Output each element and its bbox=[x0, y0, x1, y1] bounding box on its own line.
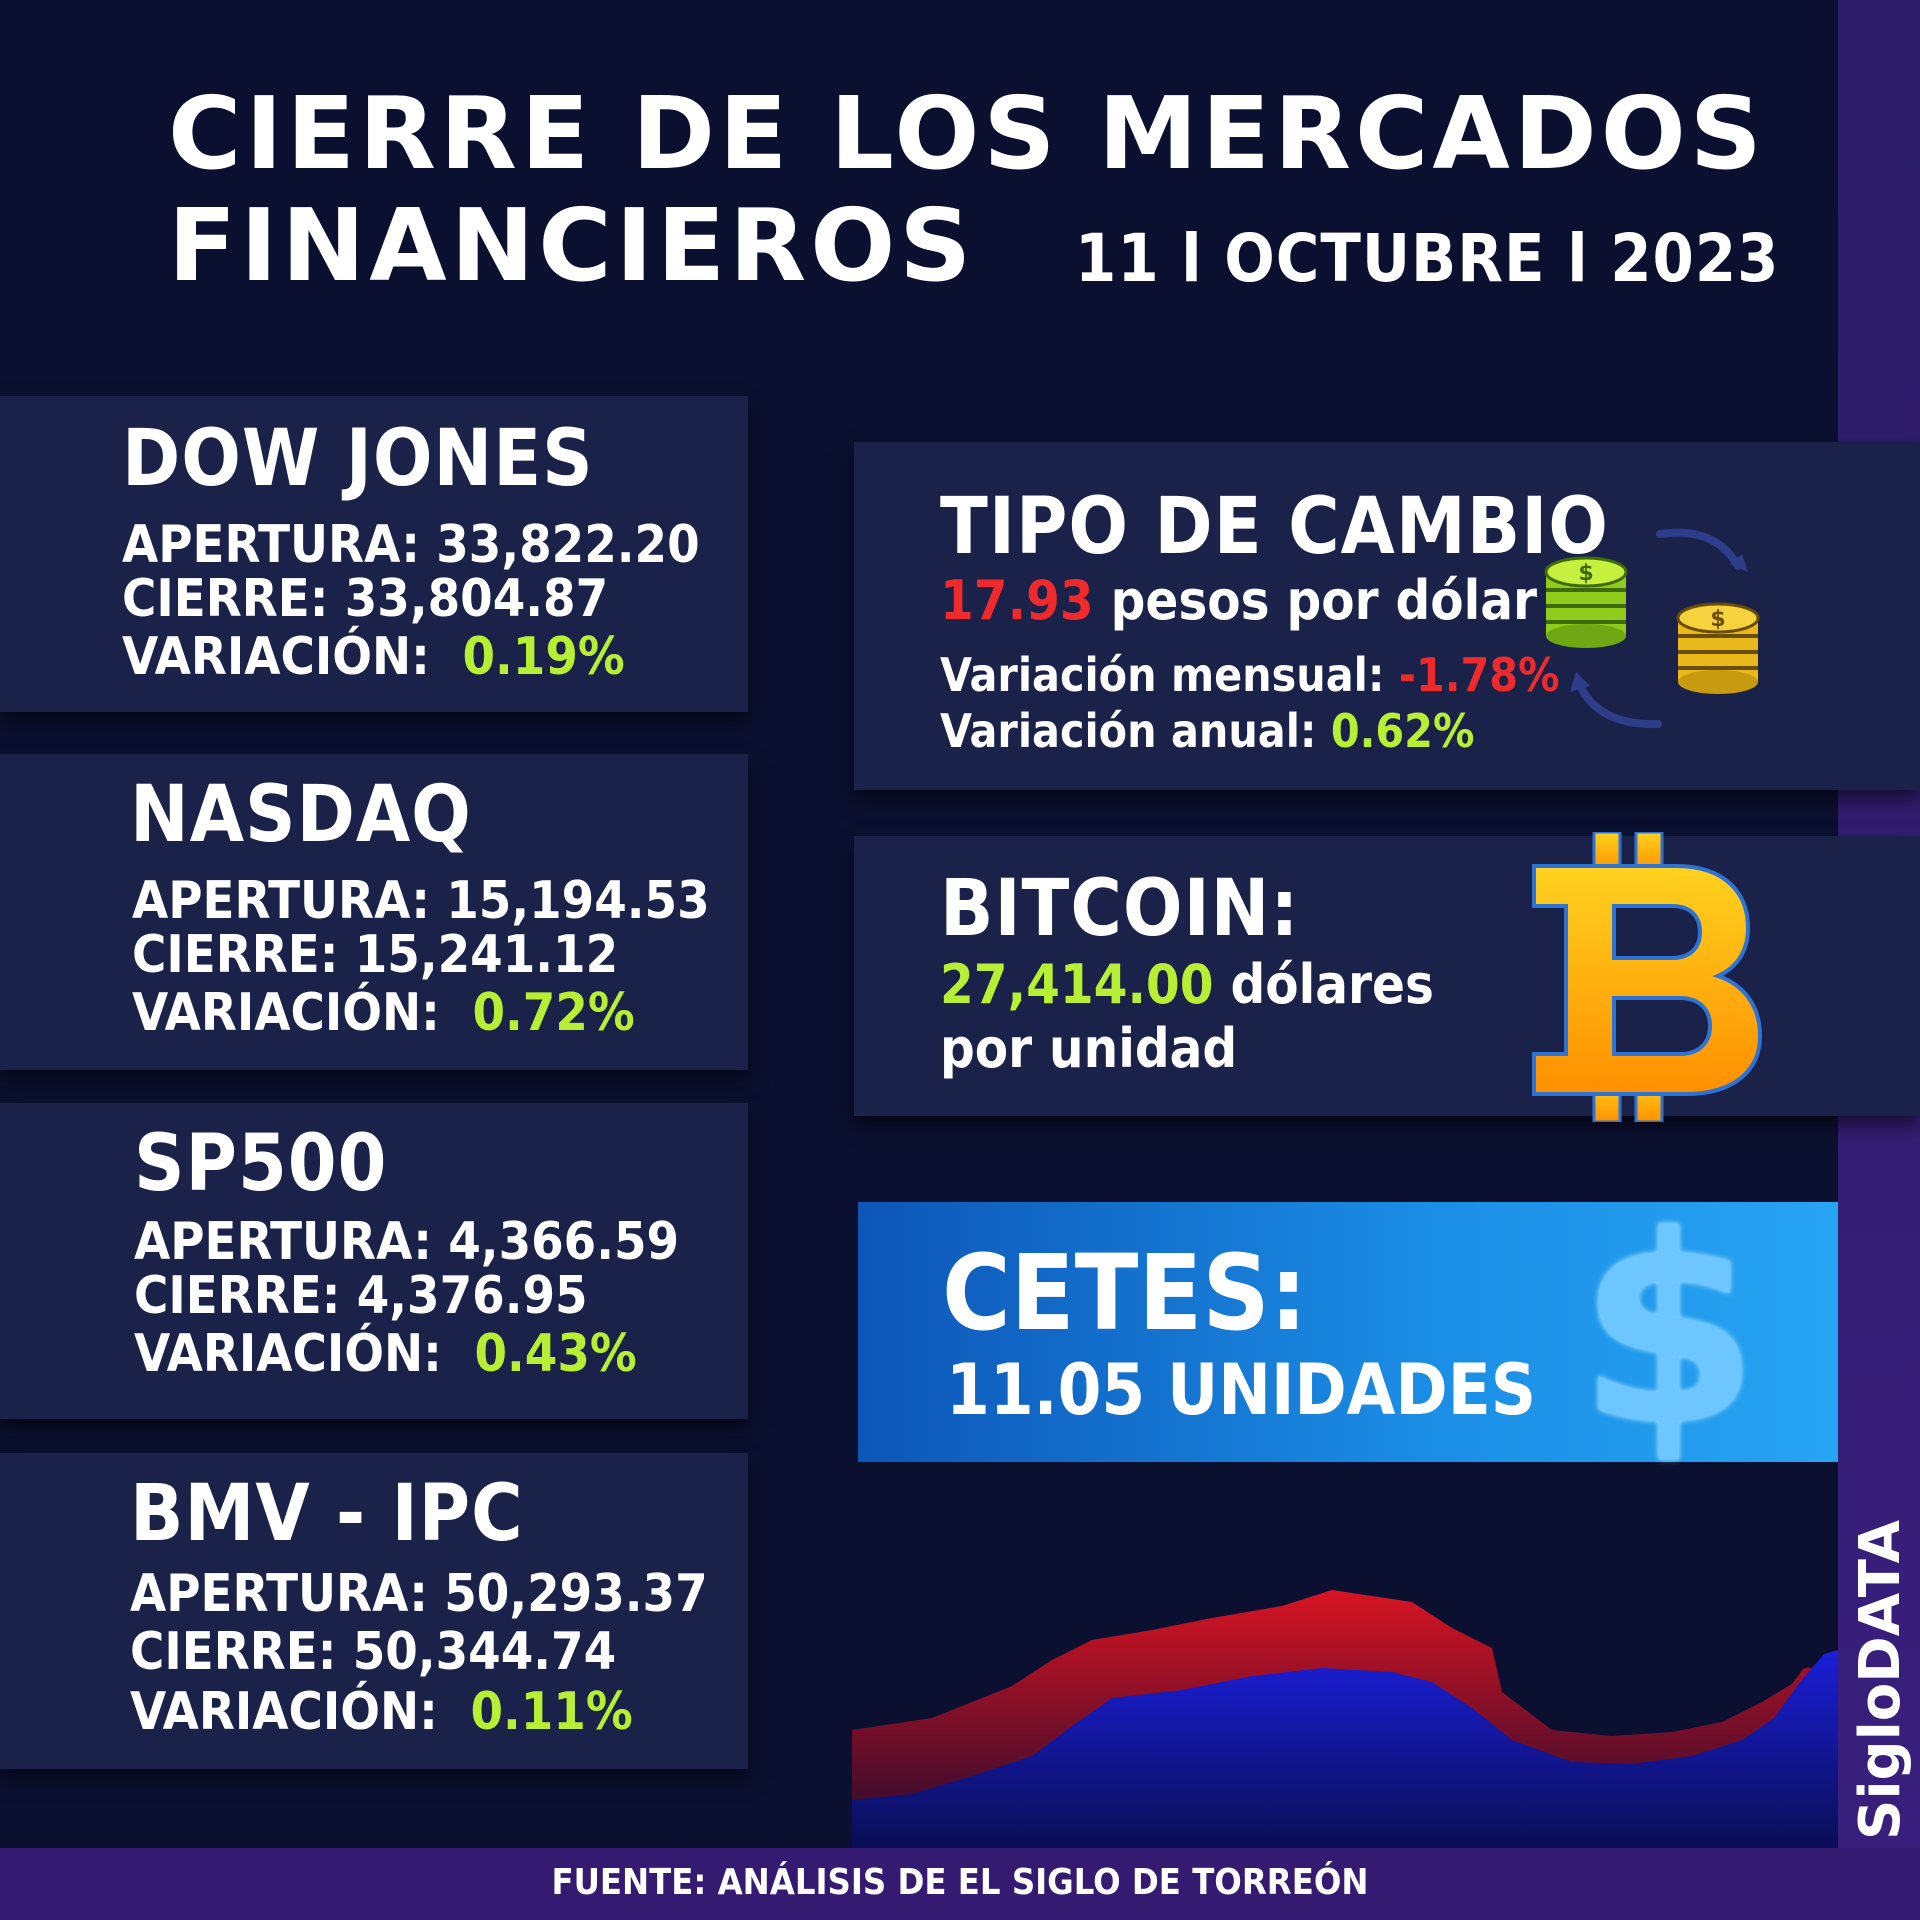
variacion-label: VARIACIÓN: bbox=[130, 1682, 438, 1742]
variacion-line: VARIACIÓN: 0.72% bbox=[132, 984, 635, 1042]
variacion-value: 0.72% bbox=[472, 983, 635, 1043]
apertura-value: 15,194.53 bbox=[446, 871, 710, 931]
svg-text:$: $ bbox=[1710, 607, 1725, 632]
cierre-label: CIERRE: bbox=[122, 569, 329, 629]
date-label: 11 l OCTUBRE l 2023 bbox=[1075, 220, 1780, 297]
bitcoin-unit: dólares bbox=[1230, 953, 1434, 1016]
apertura-label: APERTURA: bbox=[130, 1564, 428, 1624]
cierre-line: CIERRE: 15,241.12 bbox=[132, 926, 618, 984]
title-line-1: CIERRE DE LOS MERCADOS bbox=[168, 75, 1766, 192]
bottom-accent-bar bbox=[0, 1848, 1920, 1920]
brand-logo-vertical: SigloDATA bbox=[1848, 1520, 1913, 1840]
monthly-change-line: Variación mensual: -1.78% bbox=[940, 646, 1560, 704]
apertura-value: 50,293.37 bbox=[444, 1564, 708, 1624]
cierre-label: CIERRE: bbox=[130, 1622, 337, 1682]
annual-change-label: Variación anual: bbox=[940, 704, 1317, 758]
index-name: NASDAQ bbox=[130, 770, 472, 860]
bitcoin-icon bbox=[1532, 832, 1763, 1122]
source-footer: FUENTE: ANÁLISIS DE EL SIGLO DE TORREÓN bbox=[551, 1862, 1369, 1903]
variacion-line: VARIACIÓN: 0.43% bbox=[134, 1325, 637, 1383]
variacion-value: 0.11% bbox=[470, 1682, 633, 1742]
variacion-value: 0.19% bbox=[462, 627, 625, 687]
apertura-line: APERTURA: 50,293.37 bbox=[130, 1565, 708, 1623]
apertura-label: APERTURA: bbox=[132, 871, 430, 931]
currency-exchange-coins-icon: $ $ bbox=[1544, 528, 1760, 729]
svg-text:$: $ bbox=[1578, 561, 1593, 586]
monthly-change-value: -1.78% bbox=[1398, 648, 1560, 702]
bitcoin-price-line: 27,414.00 dólares bbox=[940, 956, 1434, 1014]
cierre-value: 15,241.12 bbox=[354, 925, 619, 985]
cierre-value: 33,804.87 bbox=[344, 569, 609, 629]
bitcoin-unit-line-2: por unidad bbox=[940, 1017, 1238, 1080]
annual-change-value: 0.62% bbox=[1330, 704, 1475, 758]
apertura-value: 33,822.20 bbox=[436, 515, 700, 575]
index-card-sp500: SP500 APERTURA: 4,366.59 CIERRE: 4,376.9… bbox=[0, 1103, 748, 1419]
dollar-sign-icon: $ bbox=[1578, 1181, 1759, 1483]
index-name: DOW JONES bbox=[122, 414, 594, 504]
annual-change-line: Variación anual: 0.62% bbox=[940, 702, 1474, 760]
cetes-value: 11.05 UNIDADES bbox=[946, 1349, 1537, 1431]
cierre-line: CIERRE: 50,344.74 bbox=[130, 1623, 616, 1681]
apertura-label: APERTURA: bbox=[134, 1212, 432, 1272]
cetes-title: CETES: bbox=[942, 1232, 1308, 1354]
page-title: CIERRE DE LOS MERCADOS FINANCIEROS bbox=[168, 78, 1768, 302]
index-name: SP500 bbox=[134, 1119, 388, 1209]
apertura-value: 4,366.59 bbox=[448, 1212, 680, 1272]
variacion-line: VARIACIÓN: 0.11% bbox=[130, 1683, 633, 1741]
monthly-change-label: Variación mensual: bbox=[940, 648, 1385, 702]
exchange-rate-value: 17.93 bbox=[940, 569, 1094, 632]
cierre-value: 4,376.95 bbox=[356, 1266, 588, 1326]
apertura-line: APERTURA: 33,822.20 bbox=[122, 516, 700, 574]
variacion-label: VARIACIÓN: bbox=[132, 983, 440, 1043]
cierre-value: 50,344.74 bbox=[352, 1622, 617, 1682]
cierre-line: CIERRE: 33,804.87 bbox=[122, 570, 608, 628]
cetes-card: CETES: 11.05 UNIDADES $ bbox=[858, 1196, 1838, 1468]
bitcoin-price: 27,414.00 bbox=[940, 953, 1214, 1016]
index-card-nasdaq: NASDAQ APERTURA: 15,194.53 CIERRE: 15,24… bbox=[0, 754, 748, 1070]
apertura-line: APERTURA: 4,366.59 bbox=[134, 1213, 679, 1271]
variacion-value: 0.43% bbox=[474, 1324, 637, 1384]
cierre-label: CIERRE: bbox=[132, 925, 339, 985]
cierre-label: CIERRE: bbox=[134, 1266, 341, 1326]
variacion-label: VARIACIÓN: bbox=[134, 1324, 442, 1384]
exchange-rate-title: TIPO DE CAMBIO bbox=[940, 482, 1609, 572]
index-name: BMV - IPC bbox=[130, 1469, 524, 1559]
bitcoin-title: BITCOIN: bbox=[940, 864, 1300, 954]
index-card-bmv-ipc: BMV - IPC APERTURA: 50,293.37 CIERRE: 50… bbox=[0, 1453, 748, 1769]
cierre-line: CIERRE: 4,376.95 bbox=[134, 1267, 588, 1325]
exchange-rate-unit: pesos por dólar bbox=[1110, 569, 1538, 632]
title-line-2: FINANCIEROS bbox=[168, 187, 976, 304]
variacion-line: VARIACIÓN: 0.19% bbox=[122, 628, 625, 686]
index-card-dow-jones: DOW JONES APERTURA: 33,822.20 CIERRE: 33… bbox=[0, 396, 748, 712]
apertura-line: APERTURA: 15,194.53 bbox=[132, 872, 710, 930]
apertura-label: APERTURA: bbox=[122, 515, 420, 575]
exchange-rate-card: TIPO DE CAMBIO 17.93 pesos por dólar Var… bbox=[854, 442, 1920, 790]
variacion-label: VARIACIÓN: bbox=[122, 627, 430, 687]
exchange-rate-line: 17.93 pesos por dólar bbox=[940, 572, 1537, 630]
decorative-area-chart bbox=[852, 1590, 1838, 1848]
